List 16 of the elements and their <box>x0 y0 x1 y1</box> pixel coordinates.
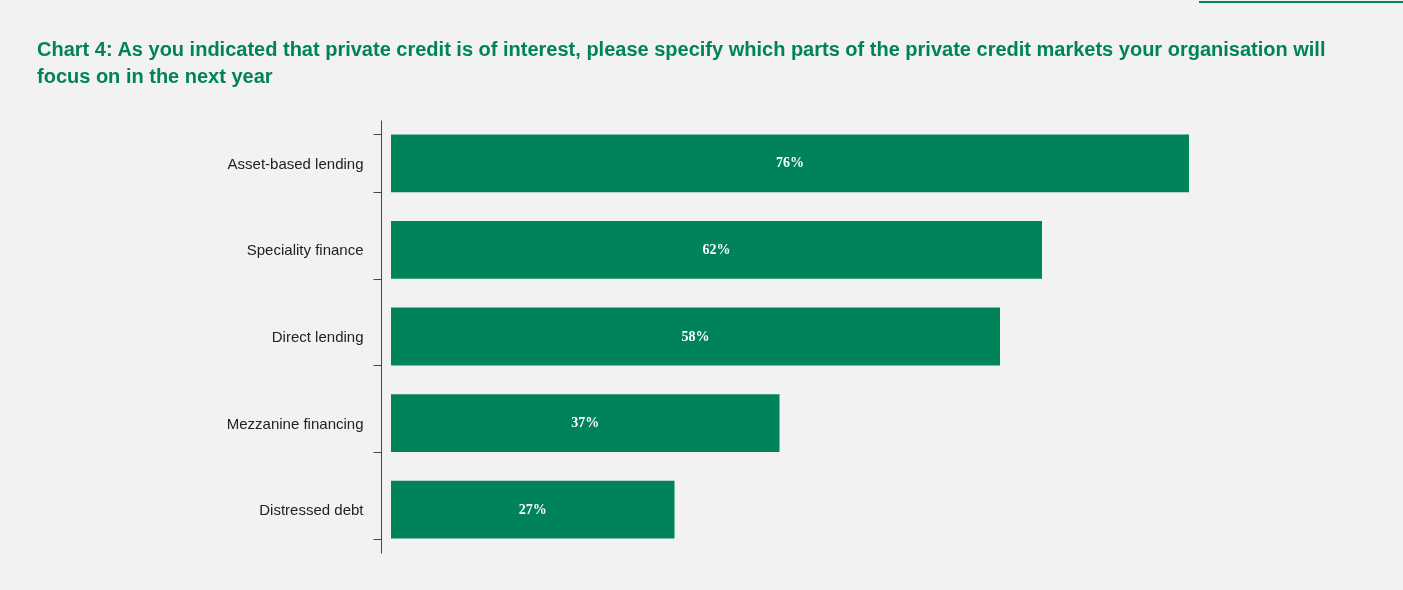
y-tick-label: Asset-based lending <box>227 154 364 172</box>
bar <box>391 480 675 539</box>
y-tick-label: Mezzanine financing <box>226 414 364 432</box>
y-tick-label: Speciality finance <box>246 241 364 259</box>
data-label: 76% <box>776 155 804 171</box>
bar <box>391 394 780 452</box>
bar <box>391 307 1000 366</box>
data-label: 58% <box>681 328 710 344</box>
y-tick-label: Distressed debt <box>259 501 365 519</box>
chart-title: Chart 4: As you indicated that private credit is of interest, please specify which parts of the private credit markets your organisation will focus on in the next year <box>37 37 1327 89</box>
data-label: 27% <box>518 501 547 517</box>
y-tick-label: Direct lending <box>271 328 364 345</box>
bar <box>391 221 1042 279</box>
bar <box>391 134 1189 193</box>
data-label: 37% <box>571 415 600 431</box>
data-label: 62% <box>702 241 731 257</box>
